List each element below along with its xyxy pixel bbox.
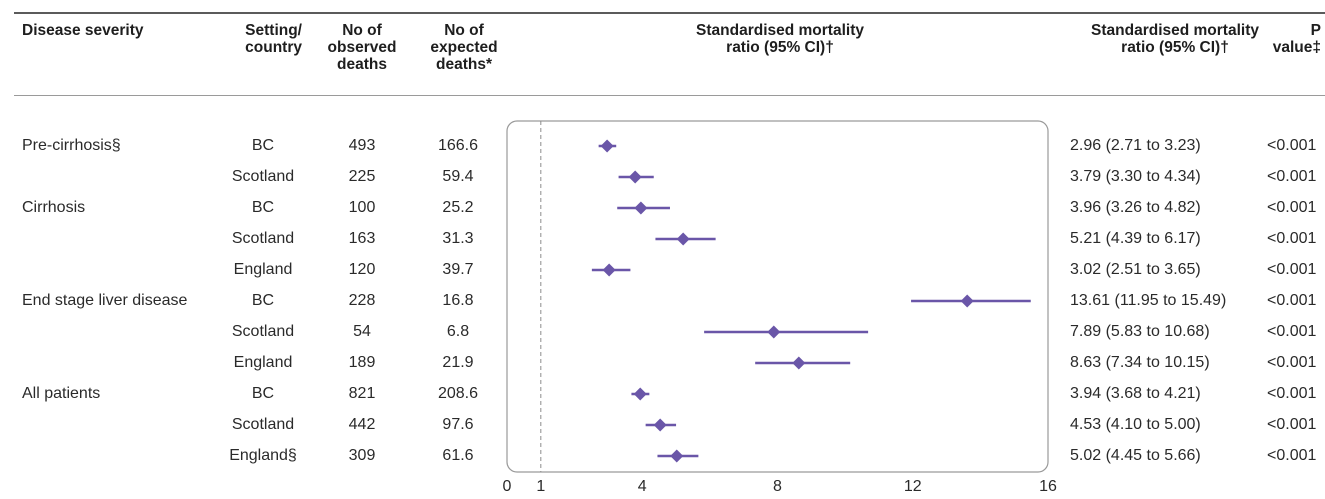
row-setting: BC — [251, 292, 275, 309]
row-expected-deaths: 97.6 — [442, 416, 474, 433]
row-observed-deaths: 821 — [348, 385, 376, 402]
header-plot-smr: Standardised mortality ratio (95% CI)† — [696, 22, 864, 56]
row-observed-deaths: 54 — [353, 323, 371, 340]
row-observed-deaths: 493 — [348, 137, 376, 154]
row-observed-deaths: 100 — [348, 199, 376, 216]
estimate-marker — [600, 139, 614, 153]
row-smr-text: 7.89 (5.83 to 10.68) — [1070, 323, 1210, 340]
row-expected-deaths: 6.8 — [446, 323, 470, 340]
header-smr: Standardised mortality ratio (95% CI)† — [1091, 22, 1259, 56]
row-setting: BC — [251, 385, 275, 402]
x-tick-label: 12 — [904, 478, 922, 495]
row-severity: All patients — [22, 385, 101, 402]
row-observed-deaths: 442 — [348, 416, 376, 433]
estimate-marker — [628, 170, 642, 184]
row-setting: Scotland — [231, 323, 295, 340]
row-smr-text: 2.96 (2.71 to 3.23) — [1070, 137, 1201, 154]
header-expected-deaths: No of expected deaths* — [430, 22, 498, 73]
row-setting: Scotland — [231, 416, 295, 433]
x-tick-label: 4 — [638, 478, 647, 495]
row-severity: End stage liver disease — [22, 292, 188, 309]
x-tick-label: 1 — [536, 478, 545, 495]
estimate-marker — [792, 356, 806, 370]
row-observed-deaths: 225 — [348, 168, 376, 185]
x-tick-label: 8 — [773, 478, 782, 495]
row-setting: BC — [251, 199, 275, 216]
row-p-value: <0.001 — [1267, 230, 1317, 247]
estimate-marker — [670, 449, 684, 463]
row-p-value: <0.001 — [1267, 323, 1317, 340]
x-tick-label: 16 — [1039, 478, 1057, 495]
row-severity: Cirrhosis — [22, 199, 86, 216]
row-smr-text: 8.63 (7.34 to 10.15) — [1070, 354, 1210, 371]
row-observed-deaths: 163 — [348, 230, 376, 247]
row-p-value: <0.001 — [1267, 447, 1317, 464]
header-disease-severity: Disease severity — [22, 22, 144, 39]
row-expected-deaths: 208.6 — [437, 385, 479, 402]
row-smr-text: 3.02 (2.51 to 3.65) — [1070, 261, 1201, 278]
table-top-rule — [14, 12, 1325, 14]
header-setting: Setting/ country — [245, 22, 302, 56]
estimate-marker — [653, 418, 667, 432]
estimate-marker — [633, 387, 647, 401]
row-expected-deaths: 21.9 — [442, 354, 474, 371]
row-expected-deaths: 39.7 — [442, 261, 474, 278]
estimate-marker — [767, 325, 781, 339]
row-smr-text: 3.94 (3.68 to 4.21) — [1070, 385, 1201, 402]
row-p-value: <0.001 — [1267, 168, 1317, 185]
row-observed-deaths: 120 — [348, 261, 376, 278]
row-p-value: <0.001 — [1267, 292, 1317, 309]
row-p-value: <0.001 — [1267, 261, 1317, 278]
header-observed-deaths: No of observed deaths — [327, 22, 397, 73]
estimate-marker — [602, 263, 616, 277]
plot-frame — [506, 120, 1049, 473]
row-p-value: <0.001 — [1267, 416, 1317, 433]
row-expected-deaths: 59.4 — [442, 168, 474, 185]
row-setting: Scotland — [231, 230, 295, 247]
row-setting: BC — [251, 137, 275, 154]
row-smr-text: 4.53 (4.10 to 5.00) — [1070, 416, 1201, 433]
header-p-value: P value‡ — [1272, 22, 1321, 56]
row-smr-text: 3.79 (3.30 to 4.34) — [1070, 168, 1201, 185]
estimate-marker — [960, 294, 974, 308]
row-smr-text: 3.96 (3.26 to 4.82) — [1070, 199, 1201, 216]
estimate-marker — [634, 201, 648, 215]
header-bottom-rule — [14, 95, 1325, 96]
row-severity: Pre-cirrhosis§ — [22, 137, 121, 154]
row-p-value: <0.001 — [1267, 199, 1317, 216]
row-smr-text: 13.61 (11.95 to 15.49) — [1070, 292, 1227, 309]
row-setting: England§ — [229, 447, 297, 464]
row-expected-deaths: 61.6 — [442, 447, 474, 464]
row-p-value: <0.001 — [1267, 354, 1317, 371]
row-p-value: <0.001 — [1267, 137, 1317, 154]
x-tick-label: 0 — [503, 478, 512, 495]
row-smr-text: 5.02 (4.45 to 5.66) — [1070, 447, 1201, 464]
row-setting: England — [233, 354, 293, 371]
row-expected-deaths: 25.2 — [442, 199, 474, 216]
row-p-value: <0.001 — [1267, 385, 1317, 402]
row-expected-deaths: 166.6 — [437, 137, 479, 154]
row-expected-deaths: 16.8 — [442, 292, 474, 309]
estimate-marker — [676, 232, 690, 246]
row-setting: England — [233, 261, 293, 278]
row-setting: Scotland — [231, 168, 295, 185]
row-smr-text: 5.21 (4.39 to 6.17) — [1070, 230, 1201, 247]
row-observed-deaths: 228 — [348, 292, 376, 309]
row-observed-deaths: 189 — [348, 354, 376, 371]
row-observed-deaths: 309 — [348, 447, 376, 464]
row-expected-deaths: 31.3 — [442, 230, 474, 247]
